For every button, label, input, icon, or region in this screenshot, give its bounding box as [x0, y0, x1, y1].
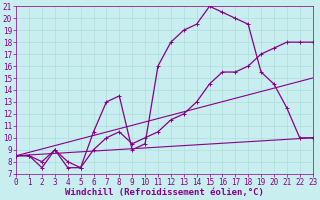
X-axis label: Windchill (Refroidissement éolien,°C): Windchill (Refroidissement éolien,°C): [65, 188, 264, 197]
